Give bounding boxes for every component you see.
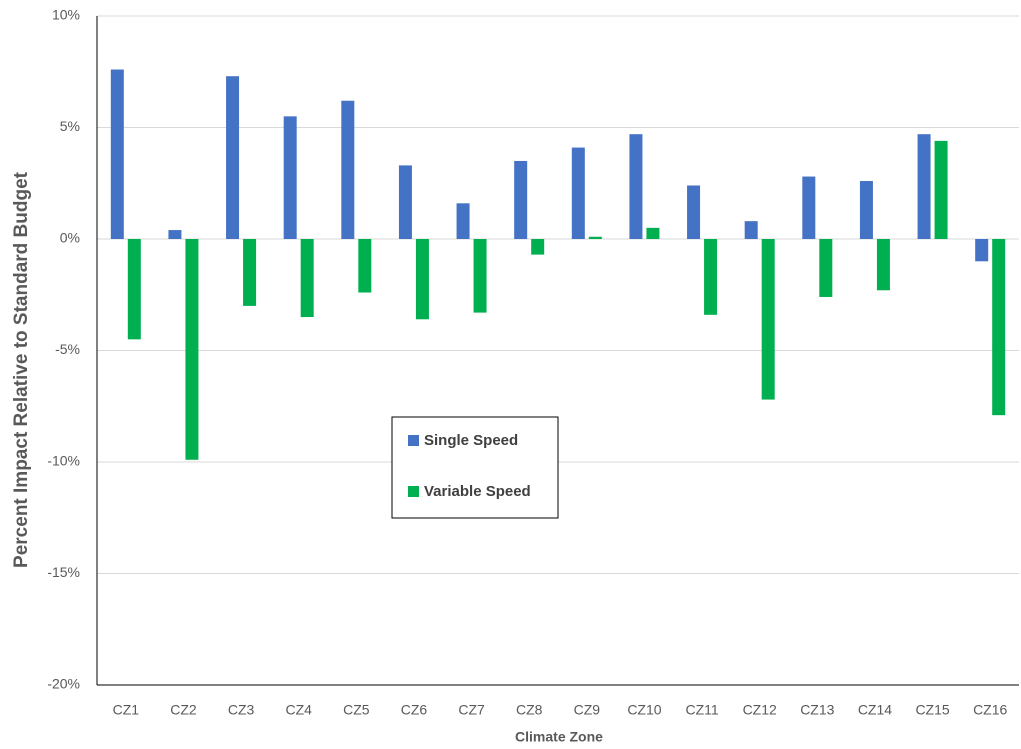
x-tick-label: CZ13 [800, 702, 834, 718]
bar [300, 239, 314, 318]
x-tick-label: CZ15 [915, 702, 949, 718]
bar [514, 160, 528, 239]
y-tick-label: 10% [52, 7, 80, 23]
y-tick-label: -5% [55, 341, 80, 357]
bar [168, 230, 182, 239]
bar [802, 176, 816, 239]
x-tick-label: CZ3 [228, 702, 255, 718]
x-axis-title: Climate Zone [515, 729, 603, 745]
x-tick-label: CZ16 [973, 702, 1007, 718]
legend-label: Variable Speed [424, 483, 531, 500]
bar [358, 239, 372, 293]
bar [283, 116, 297, 239]
bar [761, 239, 775, 400]
bar [629, 134, 643, 239]
bar [588, 236, 602, 239]
y-tick-label: 5% [60, 118, 80, 134]
bar [571, 147, 585, 239]
bar [876, 239, 890, 291]
x-tick-label: CZ14 [858, 702, 892, 718]
x-tick-label: CZ7 [458, 702, 485, 718]
bar [473, 239, 487, 313]
bar [110, 69, 124, 240]
legend-box [391, 416, 559, 519]
y-tick-label: 0% [60, 230, 80, 246]
y-axis-title: Percent Impact Relative to Standard Budg… [11, 171, 32, 568]
x-tick-label: CZ1 [113, 702, 140, 718]
bar [992, 239, 1006, 416]
bar [226, 76, 240, 240]
x-tick-label: CZ9 [574, 702, 601, 718]
x-tick-label: CZ12 [743, 702, 777, 718]
x-tick-label: CZ2 [170, 702, 197, 718]
bar [917, 134, 931, 239]
bar [819, 239, 833, 297]
y-tick-label: -10% [47, 453, 80, 469]
bar [415, 239, 429, 320]
bar [456, 203, 470, 239]
x-tick-label: CZ11 [685, 702, 718, 718]
bar [398, 165, 412, 239]
bar [859, 181, 873, 239]
bar [744, 221, 758, 239]
x-tick-label: CZ4 [285, 702, 312, 718]
bar [934, 140, 948, 239]
bar [687, 185, 701, 239]
x-tick-label: CZ10 [627, 702, 661, 718]
bar [975, 239, 989, 262]
y-tick-label: -20% [47, 676, 80, 692]
legend-swatch [408, 435, 419, 446]
legend-swatch [408, 486, 419, 497]
x-tick-label: CZ8 [516, 702, 543, 718]
bar [531, 239, 545, 255]
bar [185, 239, 199, 460]
x-tick-label: CZ6 [401, 702, 428, 718]
y-tick-label: -15% [47, 564, 80, 580]
x-tick-label: CZ5 [343, 702, 370, 718]
legend-label: Single Speed [424, 432, 518, 449]
bar [341, 100, 355, 240]
bar [243, 239, 257, 306]
bar [704, 239, 718, 315]
bar [127, 239, 141, 340]
bar [646, 227, 660, 239]
